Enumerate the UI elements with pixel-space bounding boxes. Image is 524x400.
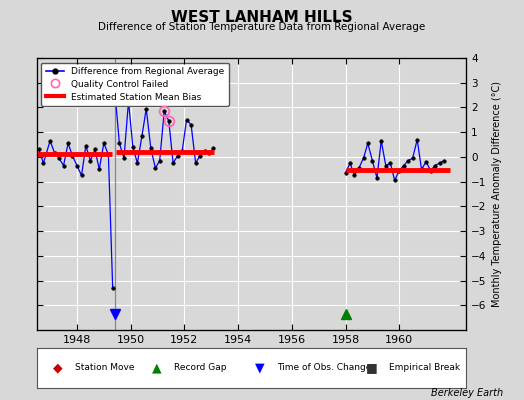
Legend: Difference from Regional Average, Quality Control Failed, Estimated Station Mean: Difference from Regional Average, Qualit… — [41, 62, 229, 106]
Text: ▼: ▼ — [255, 362, 265, 374]
Text: Station Move: Station Move — [75, 364, 135, 372]
Text: Berkeley Earth: Berkeley Earth — [431, 388, 503, 398]
Text: Empirical Break: Empirical Break — [389, 364, 460, 372]
Text: Difference of Station Temperature Data from Regional Average: Difference of Station Temperature Data f… — [99, 22, 425, 32]
Text: Record Gap: Record Gap — [174, 364, 227, 372]
Text: Time of Obs. Change: Time of Obs. Change — [277, 364, 372, 372]
Text: ◆: ◆ — [53, 362, 63, 374]
Y-axis label: Monthly Temperature Anomaly Difference (°C): Monthly Temperature Anomaly Difference (… — [492, 81, 502, 307]
Text: WEST LANHAM HILLS: WEST LANHAM HILLS — [171, 10, 353, 25]
Text: ▲: ▲ — [152, 362, 162, 374]
Text: ■: ■ — [366, 362, 378, 374]
